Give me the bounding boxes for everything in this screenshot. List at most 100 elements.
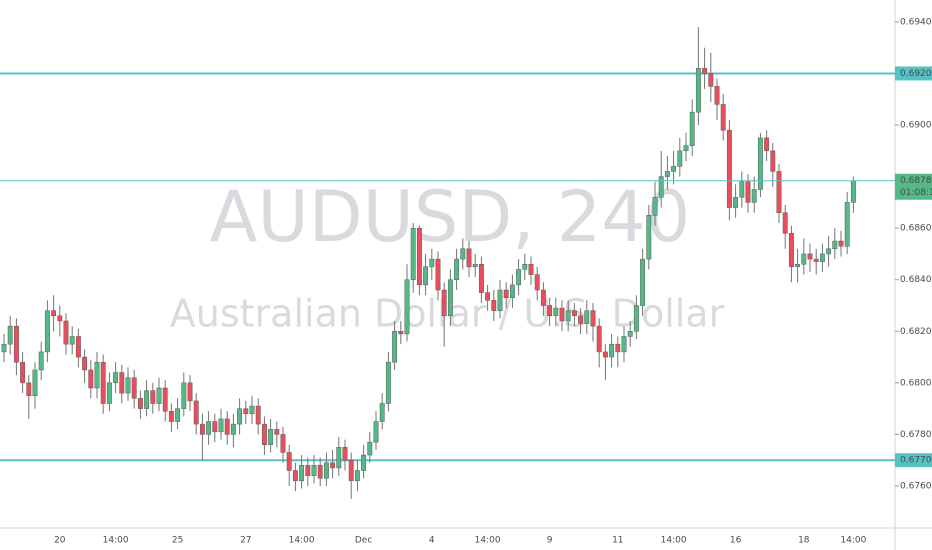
last-price-label: 0.68784 — [900, 176, 932, 186]
candle-body — [423, 266, 429, 286]
candle-body — [280, 434, 286, 453]
candle-body — [286, 452, 292, 471]
candle-body — [94, 361, 100, 389]
candle-body — [540, 289, 546, 306]
candle-body — [745, 181, 751, 203]
candle-body — [51, 310, 57, 317]
candle-body — [38, 351, 44, 371]
candle-body — [361, 454, 367, 471]
candle-body — [88, 369, 94, 389]
candle-body — [813, 258, 819, 262]
candle-body — [571, 310, 577, 317]
candle-body — [807, 253, 813, 260]
candle-body — [720, 104, 726, 131]
candle-body — [429, 258, 435, 268]
candle-body — [63, 320, 69, 345]
candle-body — [317, 465, 323, 479]
candle-body — [144, 390, 150, 409]
candle-body — [255, 405, 261, 425]
x-tick-label: 14:00 — [661, 536, 687, 546]
candle-body — [243, 408, 249, 415]
candle-body — [373, 421, 379, 443]
candle-body — [100, 361, 106, 404]
candle-body — [292, 470, 298, 482]
candle-body — [547, 305, 553, 317]
candle-body — [832, 240, 838, 250]
candle-body — [578, 315, 584, 324]
candle-body — [485, 292, 491, 301]
watermark-title: AUDUSD, 240 — [210, 176, 691, 258]
candle-body — [509, 284, 515, 299]
x-tick-label: Dec — [355, 536, 372, 546]
candle-body — [565, 310, 571, 322]
candle-body — [150, 390, 156, 404]
candle-body — [478, 264, 484, 293]
candle-body — [268, 429, 274, 445]
candle-body — [782, 212, 788, 234]
candle-body — [26, 382, 32, 396]
candle-body — [844, 202, 850, 247]
candle-body — [137, 398, 143, 409]
candle-body — [342, 447, 348, 461]
x-tick-label: 9 — [547, 536, 553, 546]
candle-body — [460, 248, 466, 260]
candle-body — [596, 325, 602, 353]
candle-body — [336, 447, 342, 469]
candle-body — [237, 408, 243, 425]
candle-body — [609, 343, 615, 358]
candle-body — [193, 400, 199, 425]
x-tick-label: 20 — [54, 536, 66, 546]
candle-body — [7, 325, 13, 345]
candle-body — [850, 180, 856, 203]
candle-body — [683, 145, 689, 152]
candle-body — [106, 382, 112, 404]
candle-body — [75, 336, 81, 358]
candle-body — [819, 253, 825, 262]
candle-body — [305, 465, 311, 476]
candle-body — [733, 196, 739, 208]
candle-body — [689, 111, 695, 146]
candle-body — [714, 86, 720, 105]
candle-body — [621, 336, 627, 353]
candle-body — [788, 233, 794, 268]
candle-body — [764, 137, 770, 152]
candle-body — [323, 462, 329, 479]
candle-body — [491, 300, 497, 311]
candle-body — [757, 137, 763, 190]
candle-body — [739, 181, 745, 198]
candle-body — [795, 264, 801, 268]
candle-body — [559, 307, 565, 322]
x-tick-label: 14:00 — [103, 536, 129, 546]
candle-body — [175, 408, 181, 422]
candle-body — [125, 377, 131, 394]
candle-body — [224, 418, 230, 435]
candle-body — [32, 369, 38, 396]
candle-body — [528, 264, 534, 275]
candle-body — [354, 470, 360, 482]
x-tick-label: 18 — [798, 536, 810, 546]
candle-body — [627, 331, 633, 337]
candle-body — [367, 441, 373, 456]
candle-body — [379, 403, 385, 422]
candle-body — [435, 258, 441, 291]
x-tick-label: 14:00 — [475, 536, 501, 546]
candle-body — [447, 279, 453, 317]
candle-body — [466, 248, 472, 268]
x-tick-label: 25 — [172, 536, 183, 546]
candle-body — [584, 310, 590, 324]
candle-body — [212, 421, 218, 433]
x-tick-label: 4 — [429, 536, 435, 546]
candle-body — [385, 361, 391, 404]
candle-body — [404, 279, 410, 335]
candle-body — [708, 73, 714, 87]
candle-body — [1, 343, 7, 353]
candle-body — [218, 418, 224, 433]
candle-body — [658, 176, 664, 198]
candle-body — [261, 423, 267, 445]
candle-body — [602, 351, 608, 358]
